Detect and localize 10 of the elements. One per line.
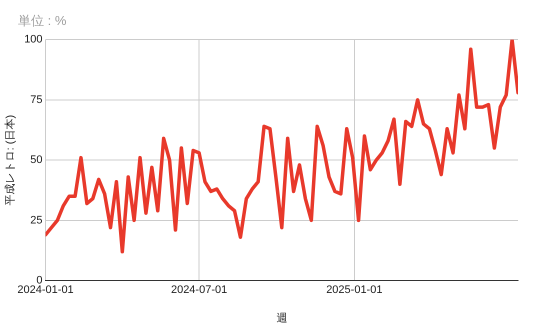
x-axis-title: 週 bbox=[276, 312, 288, 324]
x-tick-label: 2024-07-01 bbox=[170, 284, 228, 296]
x-tick-label: 2025-01-01 bbox=[326, 284, 382, 296]
chart-title: 単位 : % bbox=[18, 12, 66, 30]
y-tick-label: 25 bbox=[30, 214, 43, 226]
y-tick-label: 75 bbox=[30, 94, 43, 106]
y-tick-label: 50 bbox=[30, 154, 43, 166]
y-tick-label: 100 bbox=[24, 34, 43, 46]
y-axis-title: 平成レトロ: (日本) bbox=[4, 114, 17, 206]
x-tick-label: 2024-01-01 bbox=[17, 284, 74, 296]
